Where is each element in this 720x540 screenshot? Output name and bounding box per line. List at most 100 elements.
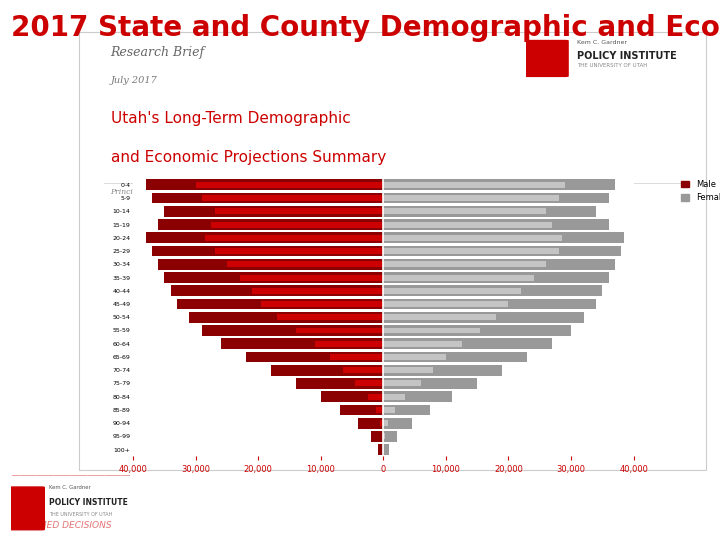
Text: Utah Population Pyramid: 2015 & 2065: Utah Population Pyramid: 2015 & 2065 — [255, 214, 530, 227]
Bar — [383, 206, 596, 217]
Bar — [152, 246, 383, 256]
Bar — [383, 219, 608, 230]
Bar — [383, 431, 397, 442]
Bar — [215, 208, 383, 214]
Bar — [383, 299, 596, 309]
Bar — [355, 381, 383, 387]
Bar — [383, 272, 608, 283]
Bar — [383, 352, 527, 362]
Bar — [196, 182, 383, 188]
Legend: Male, Female: Male, Female — [678, 177, 720, 206]
Bar — [271, 365, 383, 376]
Bar — [383, 179, 615, 190]
Bar — [189, 312, 383, 323]
Bar — [383, 288, 521, 294]
Bar — [158, 219, 383, 230]
Bar — [383, 325, 571, 336]
Bar — [261, 301, 383, 307]
Bar — [171, 285, 383, 296]
Bar — [177, 299, 383, 309]
Bar — [383, 407, 395, 413]
FancyBboxPatch shape — [79, 32, 706, 470]
Bar — [212, 221, 383, 227]
Bar — [383, 354, 446, 360]
Bar — [383, 208, 546, 214]
Text: Utah's Long-Term Demographic: Utah's Long-Term Demographic — [111, 111, 350, 126]
Bar — [383, 248, 559, 254]
Bar — [321, 392, 383, 402]
Bar — [383, 301, 508, 307]
Bar — [383, 378, 477, 389]
Bar — [371, 431, 383, 442]
Bar — [359, 418, 383, 429]
Bar — [383, 285, 603, 296]
Bar — [145, 232, 383, 243]
Bar — [383, 259, 615, 269]
Text: THE UNIVERSITY OF UTAH: THE UNIVERSITY OF UTAH — [577, 63, 648, 68]
Bar — [383, 367, 433, 373]
Text: POLICY INSTITUTE: POLICY INSTITUTE — [49, 498, 128, 507]
Bar — [158, 259, 383, 269]
Bar — [383, 381, 421, 387]
Bar — [383, 338, 552, 349]
Bar — [383, 235, 562, 241]
Bar — [382, 434, 383, 440]
Bar — [383, 434, 385, 440]
Bar — [383, 341, 462, 347]
Text: 2017 State and County Demographic and Economic Projections: 2017 State and County Demographic and Ec… — [11, 14, 720, 42]
Bar — [383, 232, 624, 243]
Bar — [152, 193, 383, 204]
Bar — [380, 420, 383, 426]
Text: Principal Researchers: Pamela S. Perlich, Mike Hollingshaus, Emily R. Harris, Ju: Principal Researchers: Pamela S. Perlich… — [111, 188, 554, 195]
Bar — [383, 193, 608, 204]
Bar — [383, 312, 583, 323]
Bar — [205, 235, 383, 241]
Bar — [383, 365, 503, 376]
Bar — [383, 418, 412, 429]
Bar — [296, 378, 383, 389]
Bar — [164, 272, 383, 283]
Bar — [227, 261, 383, 267]
Bar — [376, 407, 383, 413]
Bar — [383, 404, 431, 415]
Bar — [368, 394, 383, 400]
Bar — [379, 444, 383, 455]
Bar — [383, 394, 405, 400]
Bar — [383, 221, 552, 227]
Bar — [330, 354, 383, 360]
Text: Research Brief: Research Brief — [111, 45, 204, 58]
Text: July 2017: July 2017 — [111, 76, 158, 85]
Bar — [246, 352, 383, 362]
Bar — [215, 248, 383, 254]
Bar — [383, 420, 388, 426]
FancyBboxPatch shape — [524, 40, 569, 77]
Bar — [277, 314, 383, 320]
Bar — [145, 179, 383, 190]
Bar — [383, 327, 480, 334]
Bar — [383, 195, 559, 201]
Bar — [202, 325, 383, 336]
Text: THE UNIVERSITY OF UTAH: THE UNIVERSITY OF UTAH — [49, 512, 112, 517]
Bar — [383, 314, 496, 320]
Text: ────────────────────────────: ──────────────────────────── — [11, 473, 130, 479]
Text: POLICY INSTITUTE: POLICY INSTITUTE — [577, 51, 678, 61]
FancyBboxPatch shape — [9, 487, 45, 530]
Bar — [315, 341, 383, 347]
Bar — [383, 246, 621, 256]
Bar — [383, 261, 546, 267]
Bar — [221, 338, 383, 349]
Bar — [383, 392, 452, 402]
Bar — [383, 182, 564, 188]
Bar — [252, 288, 383, 294]
Bar — [296, 327, 383, 334]
Bar — [340, 404, 383, 415]
Bar — [383, 444, 389, 455]
Bar — [343, 367, 383, 373]
Bar — [164, 206, 383, 217]
Text: INFORMED DECISIONS: INFORMED DECISIONS — [11, 521, 112, 530]
Bar — [383, 274, 534, 280]
Text: Kem C. Gardner: Kem C. Gardner — [577, 40, 627, 45]
Text: Kem C. Gardner: Kem C. Gardner — [49, 485, 91, 490]
Bar — [202, 195, 383, 201]
Text: and Economic Projections Summary: and Economic Projections Summary — [111, 151, 386, 165]
